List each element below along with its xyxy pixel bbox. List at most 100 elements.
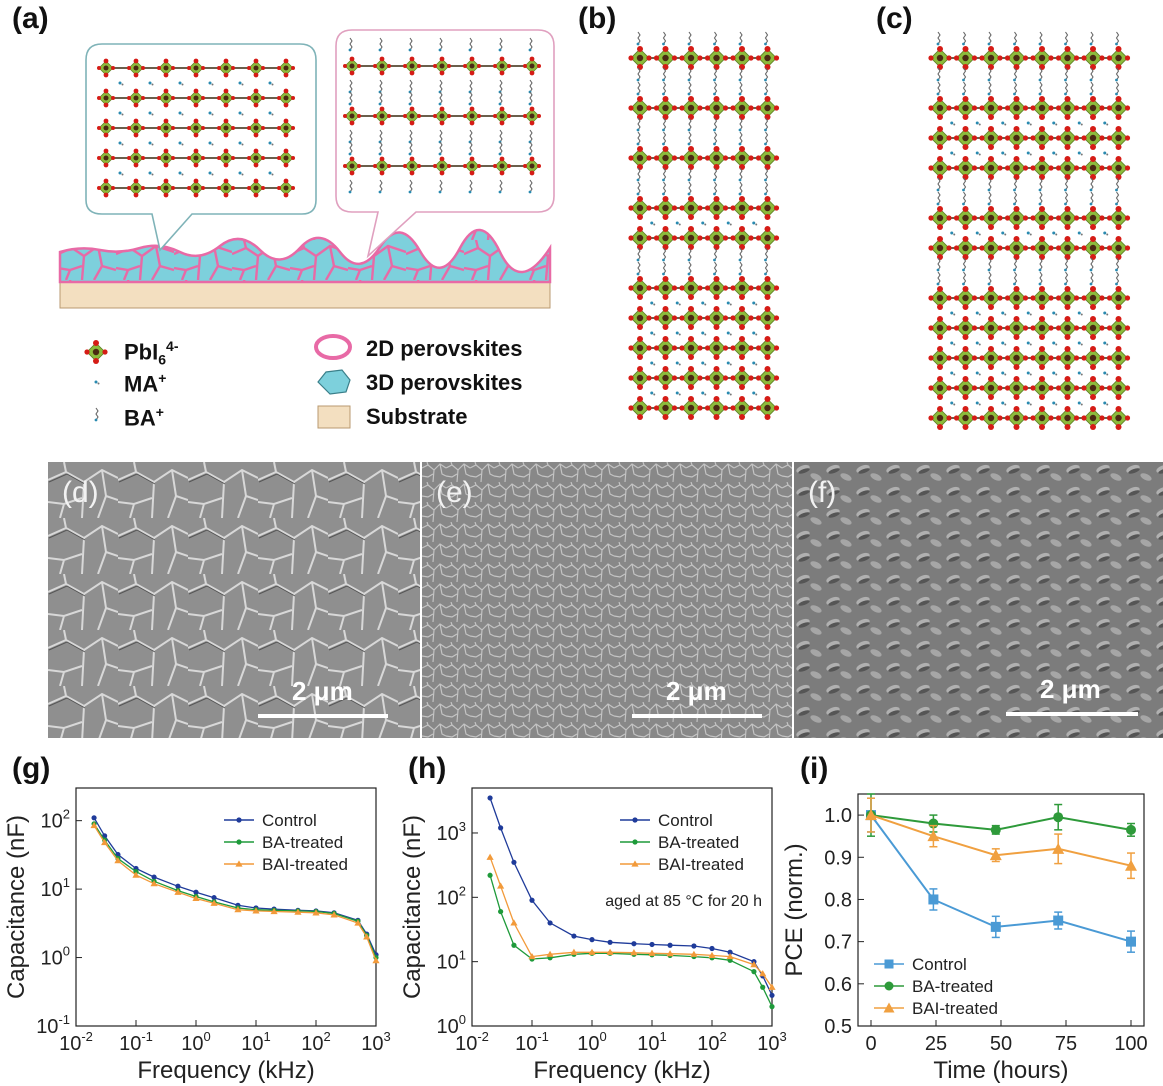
data-point xyxy=(769,992,775,998)
y-tick-label-g: 102 xyxy=(41,807,70,833)
plot-frame-i xyxy=(857,793,1145,1027)
data-point xyxy=(727,957,733,963)
data-point xyxy=(253,905,259,911)
x-tick-label-h: 10-2 xyxy=(455,1029,489,1055)
lattice-panel-c xyxy=(927,31,1131,431)
series-line-g-1 xyxy=(93,823,377,958)
data-point xyxy=(193,889,199,895)
data-point xyxy=(570,948,578,955)
data-point xyxy=(151,878,157,884)
scale-bar-label-d: 2 μm xyxy=(292,676,353,706)
data-point xyxy=(175,888,181,894)
data-point xyxy=(150,880,158,887)
panel-label-c: (c) xyxy=(876,2,913,35)
panel-label-f: (f) xyxy=(808,476,837,509)
data-point xyxy=(528,952,536,960)
data-point xyxy=(760,973,766,979)
x-tick-label-i: 0 xyxy=(865,1033,876,1055)
data-point xyxy=(192,894,200,902)
data-point xyxy=(115,855,121,862)
y-tick-label-i: 0.5 xyxy=(824,1016,852,1038)
data-point xyxy=(331,910,337,916)
legend-ba: BA+ xyxy=(124,404,164,431)
data-point xyxy=(211,895,217,901)
data-point xyxy=(114,857,122,864)
data-point xyxy=(234,906,242,913)
callout-2d xyxy=(335,29,555,259)
data-point xyxy=(691,943,697,949)
y-tick-label-i: 0.7 xyxy=(824,932,852,954)
data-point xyxy=(649,952,655,958)
data-point xyxy=(486,853,494,860)
data-point xyxy=(769,1004,775,1010)
data-point xyxy=(511,942,517,948)
legend-substrate: Substrate xyxy=(366,404,468,429)
series-line-i-0 xyxy=(870,814,1132,943)
x-axis-label-h: Frequency (kHz) xyxy=(533,1057,710,1084)
data-point xyxy=(498,825,504,831)
ma-cation-icon xyxy=(94,380,100,385)
y-axis-label-g: Capacitance (nF) xyxy=(3,815,30,999)
data-point xyxy=(193,893,199,900)
data-point xyxy=(90,821,98,829)
data-point xyxy=(666,950,674,957)
data-point xyxy=(571,933,577,939)
data-point xyxy=(91,815,97,821)
y-tick-label-h: 101 xyxy=(437,948,466,974)
data-point xyxy=(547,955,553,961)
panel-label-e: (e) xyxy=(436,476,473,509)
data-point xyxy=(271,906,277,912)
data-point xyxy=(529,897,535,903)
legend-label-g-0: Control xyxy=(262,811,317,830)
data-point xyxy=(760,984,766,990)
legend-marker xyxy=(236,839,242,845)
panel-label-h: (h) xyxy=(408,752,447,785)
data-point xyxy=(1052,842,1065,854)
data-point xyxy=(990,921,1001,932)
data-point xyxy=(759,970,767,977)
data-point xyxy=(1053,812,1064,823)
data-point xyxy=(270,907,278,915)
y-tick-label-i: 0.6 xyxy=(824,974,852,996)
sem-image-e: (e) 2 μm xyxy=(422,462,792,738)
data-point xyxy=(235,905,241,911)
3d-perovskite-icon xyxy=(317,369,351,395)
x-tick-label-i: 100 xyxy=(1114,1033,1147,1055)
series-line-i-2 xyxy=(870,814,1132,867)
perovskite-film xyxy=(58,228,552,284)
data-point xyxy=(252,907,260,914)
y-tick-label-i: 0.9 xyxy=(824,847,852,869)
legend-marker xyxy=(236,817,242,823)
lattice-panel-b xyxy=(627,31,780,421)
sem-image-d: (d) 2 μm xyxy=(48,462,420,738)
data-point xyxy=(295,908,301,914)
data-point xyxy=(253,907,259,913)
data-point xyxy=(648,949,656,956)
data-point xyxy=(928,894,939,905)
legend-3d-perovskites: 3D perovskites xyxy=(366,370,523,395)
data-point xyxy=(313,908,319,914)
x-axis-label-i: Time (hours) xyxy=(933,1057,1068,1084)
data-point xyxy=(363,933,371,940)
data-point xyxy=(667,952,673,959)
data-point xyxy=(589,950,595,956)
data-point xyxy=(330,911,338,918)
data-point xyxy=(91,821,97,827)
data-point xyxy=(211,899,217,905)
lattice-2d-callout xyxy=(342,37,542,194)
series-line-i-1 xyxy=(870,814,1132,831)
data-point xyxy=(726,952,734,960)
legend-pbi6: PbI64- xyxy=(124,338,179,368)
y-tick-label-h: 100 xyxy=(437,1012,466,1038)
2d-perovskite-icon xyxy=(314,334,352,360)
data-point xyxy=(174,888,182,895)
sem-image-f: (f) 2 μm xyxy=(794,462,1163,738)
x-tick-label-g: 103 xyxy=(361,1029,390,1055)
legend-ma: MA+ xyxy=(124,370,167,397)
x-tick-label-g: 101 xyxy=(241,1029,270,1055)
data-point xyxy=(331,910,337,917)
legend-marker xyxy=(884,959,894,969)
data-point xyxy=(510,919,518,926)
data-point xyxy=(727,949,733,955)
substrate-layer xyxy=(59,281,551,309)
